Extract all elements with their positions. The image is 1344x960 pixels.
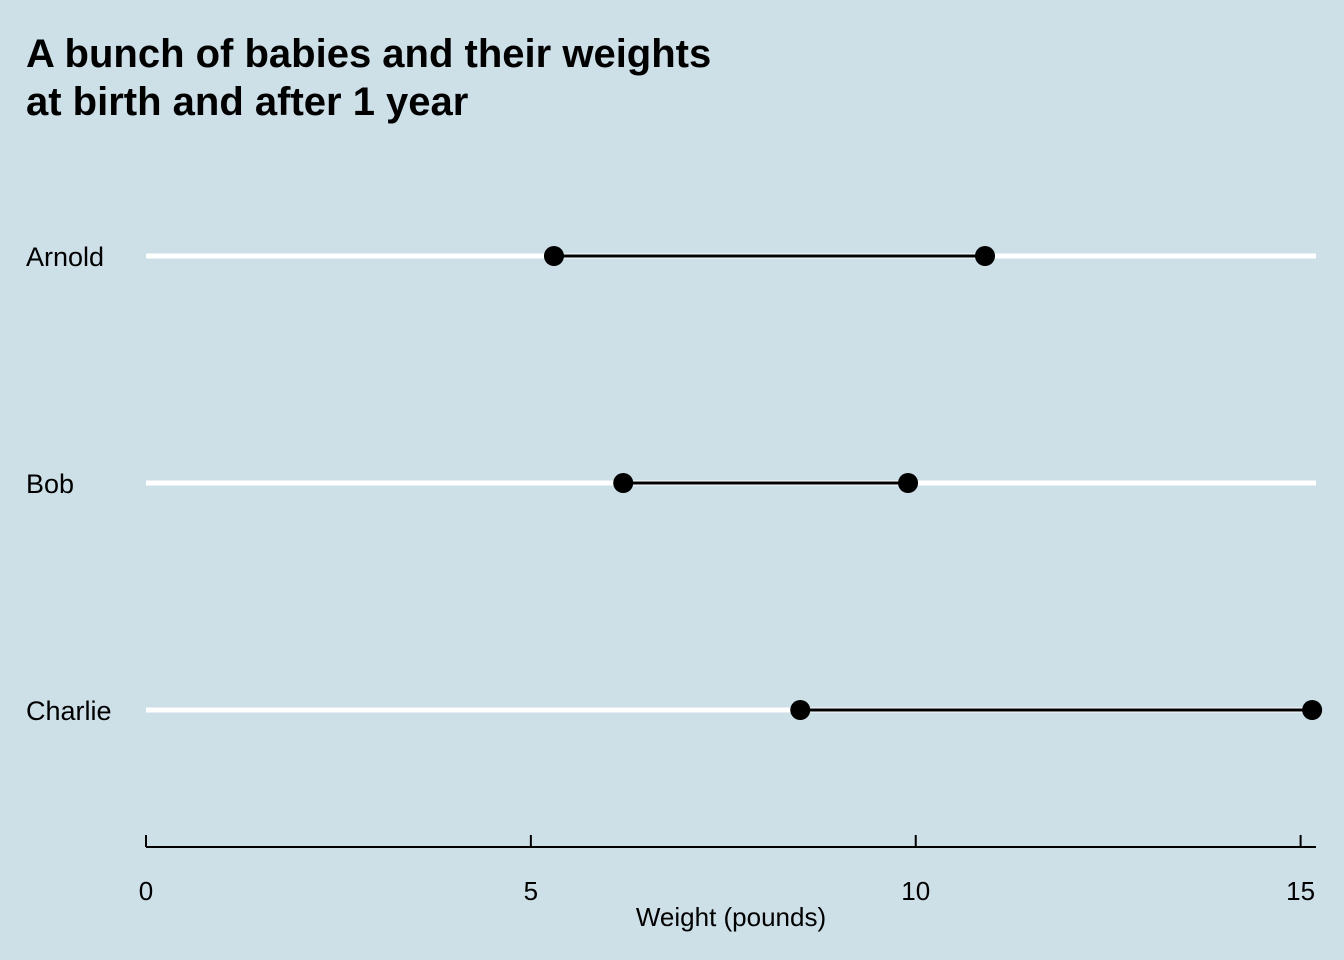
point-start-charlie [790, 700, 811, 720]
x-axis-title: Weight (pounds) [636, 902, 826, 932]
category-label-arnold: Arnold [26, 242, 104, 272]
point-end-arnold [975, 246, 996, 266]
x-tick-label-10: 10 [901, 876, 930, 906]
point-end-bob [898, 473, 919, 493]
chart-title-line-2: at birth and after 1 year [26, 80, 469, 124]
chart-title-line-1: A bunch of babies and their weights [26, 32, 712, 76]
points [543, 246, 1323, 720]
x-tick-label-15: 15 [1286, 876, 1315, 906]
point-end-charlie [1302, 700, 1323, 720]
point-start-arnold [543, 246, 564, 266]
x-axis: 0 5 10 15 [139, 835, 1316, 906]
category-label-charlie: Charlie [26, 696, 112, 726]
chart-title: A bunch of babies and their weights at b… [26, 30, 711, 126]
x-tick-label-0: 0 [139, 876, 153, 906]
category-labels: Arnold Bob Charlie [26, 242, 112, 726]
x-tick-label-5: 5 [524, 876, 538, 906]
point-start-bob [613, 473, 634, 493]
category-label-bob: Bob [26, 469, 74, 499]
segments [553, 254, 1313, 712]
